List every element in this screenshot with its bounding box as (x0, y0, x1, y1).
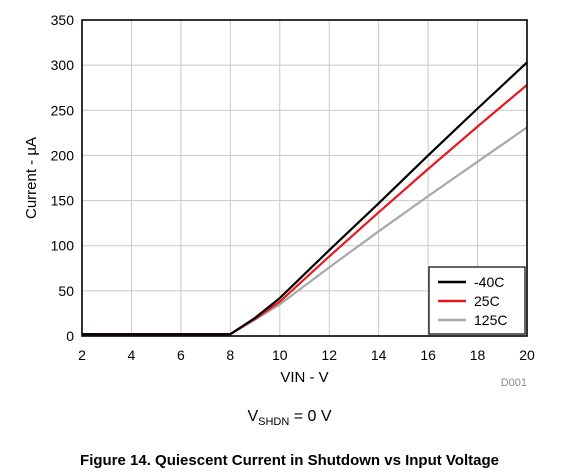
x-tick-label: 8 (226, 347, 234, 363)
y-tick-label: 200 (51, 147, 75, 163)
y-tick-label: 0 (66, 328, 74, 344)
y-axis-label: Current - µA (23, 137, 40, 219)
x-tick-label: 10 (272, 347, 288, 363)
y-tick-label: 250 (51, 102, 75, 118)
legend: -40C 25C 125C (428, 266, 526, 335)
condition-symbol: V (247, 408, 259, 425)
y-tick-label: 150 (51, 193, 75, 209)
y-tick-labels: 0 50 100 150 200 250 300 350 (51, 12, 75, 344)
condition-value: = 0 V (289, 408, 332, 425)
x-tick-label: 4 (128, 347, 136, 363)
x-tick-label: 2 (78, 347, 86, 363)
x-tick-label: 12 (321, 347, 337, 363)
x-tick-label: 20 (519, 347, 535, 363)
x-tick-label: 14 (371, 347, 387, 363)
plot-frame (81, 19, 528, 337)
y-tick-label: 50 (58, 283, 74, 299)
legend-label: 125C (474, 312, 507, 328)
series-line--40C (82, 61, 528, 336)
x-axis-label: VIN - V (280, 369, 328, 386)
document-id: D001 (501, 377, 527, 389)
y-tick-label: 300 (51, 57, 75, 73)
x-tick-labels: 2 4 6 8 10 12 14 16 18 20 (78, 347, 535, 363)
y-tick-label: 100 (51, 238, 75, 254)
legend-label: 25C (474, 293, 500, 309)
x-tick-label: 6 (177, 347, 185, 363)
chart: 2 4 6 8 10 12 14 16 18 20 0 50 100 150 200 250 300 350 V… (23, 12, 535, 389)
condition-subscript: SHDN (258, 416, 290, 428)
figure-caption: Figure 14. Quiescent Current in Shutdown… (80, 452, 499, 469)
series-lines (82, 61, 528, 336)
y-tick-label: 350 (51, 12, 75, 28)
x-tick-label: 16 (420, 347, 436, 363)
legend-label: -40C (474, 274, 504, 290)
test-condition: VSHDN = 0 V (0, 408, 579, 428)
x-tick-label: 18 (470, 347, 486, 363)
